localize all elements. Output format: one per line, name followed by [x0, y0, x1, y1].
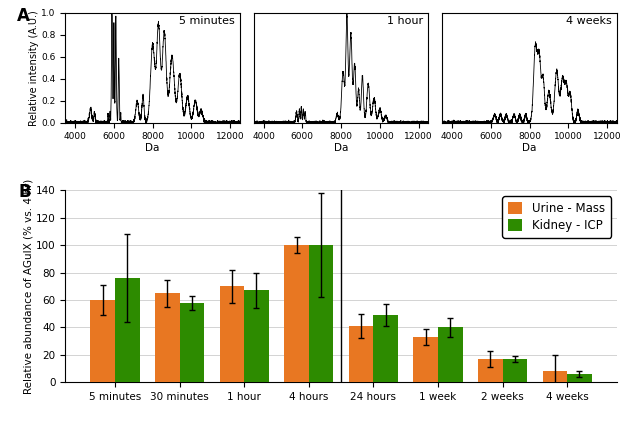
Bar	[349, 326, 373, 382]
Text: A: A	[17, 7, 29, 25]
X-axis label: Da: Da	[334, 143, 348, 153]
Bar	[284, 245, 309, 382]
Text: 5 minutes: 5 minutes	[179, 16, 235, 26]
Bar	[155, 293, 179, 382]
Y-axis label: Relative intensity (A.U.): Relative intensity (A.U.)	[29, 10, 39, 126]
Bar	[438, 327, 462, 382]
Bar	[373, 315, 398, 382]
Legend: Urine - Mass, Kidney - ICP: Urine - Mass, Kidney - ICP	[502, 197, 611, 238]
Bar	[220, 286, 244, 382]
Bar	[244, 290, 269, 382]
Bar	[115, 278, 140, 382]
Bar	[90, 300, 115, 382]
X-axis label: Da: Da	[145, 143, 160, 153]
Text: 1 hour: 1 hour	[387, 16, 423, 26]
Bar	[414, 337, 438, 382]
Bar	[478, 359, 503, 382]
X-axis label: Da: Da	[522, 143, 537, 153]
Bar	[179, 303, 204, 382]
Bar	[567, 374, 592, 382]
Text: B: B	[19, 183, 31, 201]
Bar	[543, 372, 567, 382]
Bar	[503, 359, 527, 382]
Text: 4 weeks: 4 weeks	[566, 16, 612, 26]
Bar	[309, 245, 333, 382]
Y-axis label: Relative abundance of AGuIX (% vs. 4 hr): Relative abundance of AGuIX (% vs. 4 hr)	[23, 179, 33, 394]
